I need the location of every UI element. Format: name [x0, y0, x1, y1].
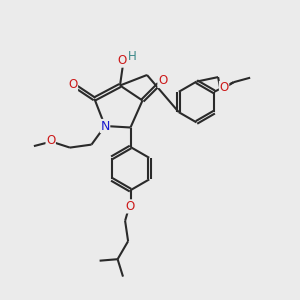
Text: O: O: [46, 134, 55, 148]
Text: O: O: [126, 200, 135, 213]
Text: O: O: [158, 74, 167, 88]
Text: O: O: [220, 81, 229, 94]
Text: N: N: [100, 119, 110, 133]
Text: O: O: [68, 77, 77, 91]
Text: O: O: [118, 54, 127, 67]
Text: H: H: [128, 50, 136, 64]
